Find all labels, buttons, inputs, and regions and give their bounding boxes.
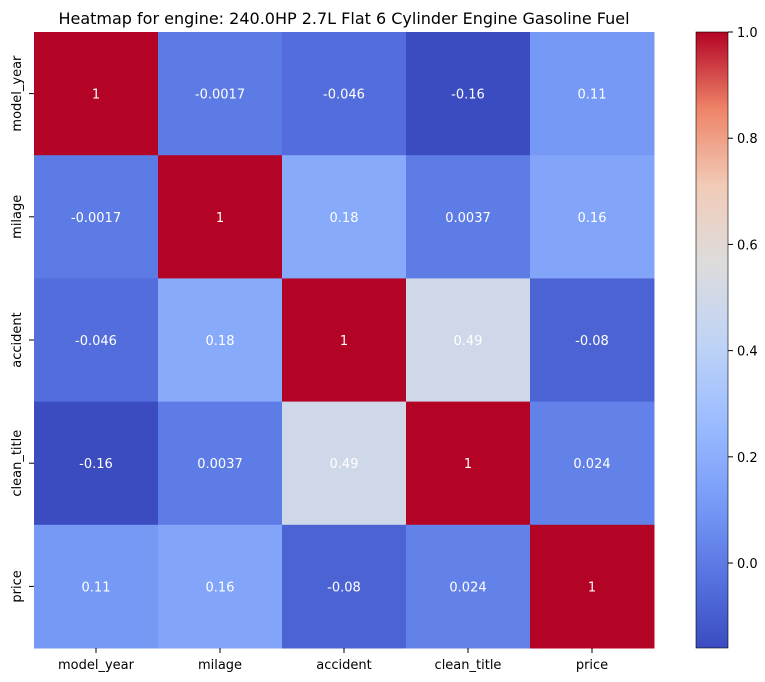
heatmap-cell — [406, 401, 531, 526]
cell-annotation: 0.16 — [578, 211, 607, 226]
cell-annotation: 0.18 — [206, 334, 235, 349]
cell-annotation: 0.0037 — [445, 211, 491, 226]
cell-annotation: 1 — [340, 334, 348, 349]
heatmap-cell — [158, 278, 283, 403]
cell-annotation: -0.08 — [327, 580, 361, 595]
x-tick-label: milage — [198, 658, 242, 673]
cell-annotation: -0.046 — [75, 334, 117, 349]
cell-annotation: 0.16 — [206, 580, 235, 595]
cell-annotation: 1 — [92, 88, 100, 103]
x-tick-label: model_year — [58, 658, 135, 673]
heatmap-cell — [406, 278, 531, 403]
cell-annotation: -0.16 — [79, 457, 113, 472]
cell-annotation: 0.49 — [330, 457, 359, 472]
cell-annotation: 0.11 — [578, 88, 607, 103]
x-tick-label: accident — [316, 658, 371, 673]
heatmap-cell — [282, 524, 407, 649]
x-tick-label: price — [576, 658, 608, 673]
heatmap-cell — [282, 278, 407, 403]
heatmap-annotations: 1 -0.0017 -0.046 -0.16 0.11 -0.0017 1 0.18 0.003… — [71, 88, 611, 596]
heatmap-cell — [158, 401, 283, 526]
cell-annotation: 0.024 — [573, 457, 610, 472]
cell-annotation: 1 — [588, 580, 596, 595]
heatmap-cell — [282, 155, 407, 279]
heatmap-cell — [158, 524, 283, 649]
cell-annotation: -0.0017 — [71, 211, 121, 226]
colorbar-gradient — [696, 32, 728, 648]
heatmap-cell — [530, 155, 655, 279]
y-tick-label: milage — [10, 195, 25, 239]
cell-annotation: 1 — [464, 457, 472, 472]
y-tick-label: accident — [10, 312, 25, 367]
heatmap-cell — [282, 401, 407, 526]
colorbar-tick-label: 1.0 — [737, 26, 758, 41]
heatmap-cells — [34, 32, 655, 649]
heatmap-cell — [282, 32, 407, 156]
colorbar-tick-label: 0.4 — [737, 345, 758, 360]
colorbar-tick-label: 0.2 — [737, 451, 758, 466]
cell-annotation: 0.11 — [82, 580, 111, 595]
heatmap-cell — [34, 32, 159, 156]
cell-annotation: 1 — [216, 211, 224, 226]
heatmap-cell — [406, 155, 531, 279]
colorbar: 0.0 0.2 0.4 0.6 0.8 1.0 — [695, 26, 758, 649]
heatmap-cell — [530, 401, 655, 526]
chart-title: Heatmap for engine: 240.0HP 2.7L Flat 6 … — [58, 9, 629, 28]
cell-annotation: -0.08 — [575, 334, 609, 349]
heatmap-cell — [406, 524, 531, 649]
heatmap-cell — [34, 155, 159, 279]
colorbar-tick-label: 0.8 — [737, 132, 758, 147]
x-tick-label: clean_title — [435, 658, 502, 673]
heatmap-cell — [158, 155, 283, 279]
heatmap-cell — [406, 32, 531, 156]
y-tick-label: price — [10, 570, 25, 602]
heatmap-cell — [34, 401, 159, 526]
colorbar-tick-label: 0.0 — [737, 557, 758, 572]
cell-annotation: 0.0037 — [197, 457, 243, 472]
heatmap-cell — [158, 32, 283, 156]
heatmap-cell — [530, 524, 655, 649]
cell-annotation: -0.0017 — [195, 88, 245, 103]
cell-annotation: -0.16 — [451, 88, 485, 103]
y-tick-label: model_year — [10, 55, 25, 132]
y-tick-label: clean_title — [10, 430, 25, 497]
x-axis: model_year milage accident clean_title price — [58, 648, 608, 673]
heatmap-cell — [530, 278, 655, 403]
heatmap-cell — [34, 278, 159, 403]
heatmap-cell — [530, 32, 655, 156]
cell-annotation: 0.18 — [330, 211, 359, 226]
colorbar-tick-label: 0.6 — [737, 238, 758, 253]
cell-annotation: 0.49 — [454, 334, 483, 349]
cell-annotation: 0.024 — [449, 580, 486, 595]
cell-annotation: -0.046 — [323, 88, 365, 103]
heatmap-cell — [34, 524, 159, 649]
colorbar-frame — [695, 31, 729, 649]
